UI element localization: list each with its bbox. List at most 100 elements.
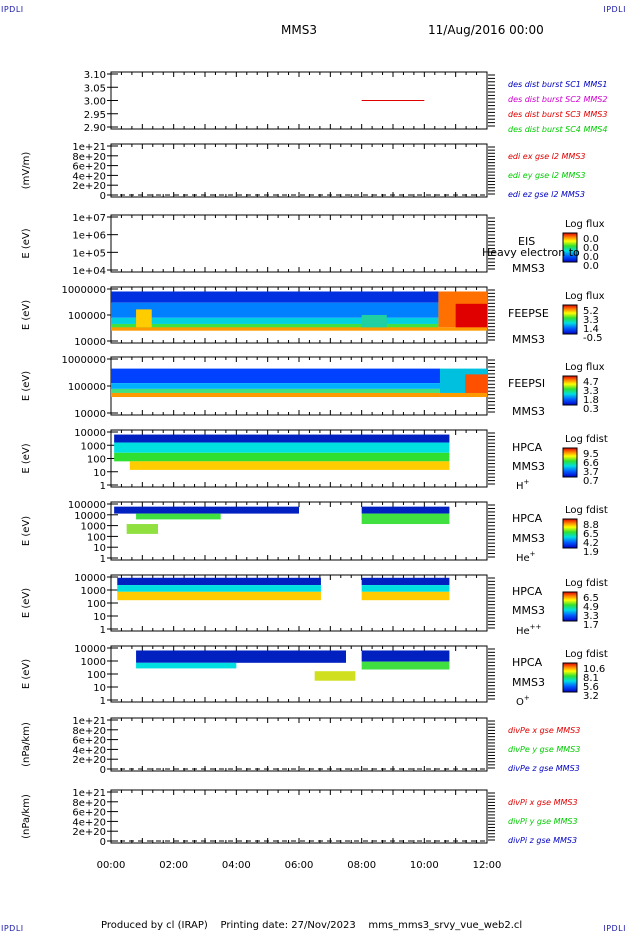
y-tick-label: 10000 <box>74 337 106 348</box>
spectrogram-band <box>111 323 439 329</box>
colorbar <box>562 232 578 263</box>
corner-label-top-right: IPDLI <box>603 5 626 14</box>
y-tick-label: 3.10 <box>84 70 106 81</box>
y-tick-label: 100 <box>87 670 106 681</box>
colorbar-tick-label: 0.3 <box>583 404 599 415</box>
colorbar-tick-label: 0.7 <box>583 476 599 487</box>
colorbar-tick-label: 3.3 <box>583 315 599 326</box>
y-tick-label: 10000 <box>74 409 106 420</box>
colorbar-tick-label: 1.4 <box>583 324 599 335</box>
spacecraft-title: MMS3 <box>281 23 317 37</box>
spectrogram-band <box>111 383 440 389</box>
colorbar-tick-label: 3.3 <box>583 611 599 622</box>
y-tick-label: 1e+21 <box>72 788 106 799</box>
colorbar-title: Log flux <box>565 291 605 302</box>
y-axis-label: (nPa/km) <box>21 794 32 839</box>
colorbar-tick-label: 6.5 <box>583 529 599 540</box>
spectrogram-band <box>114 434 450 443</box>
y-tick-label: 1000 <box>81 657 106 668</box>
y-tick-label: 100 <box>87 532 106 543</box>
spectrogram-band <box>455 303 487 328</box>
instrument-label: MMS3 <box>512 262 545 275</box>
y-tick-label: 2e+20 <box>72 181 106 192</box>
time-tick-label: 06:00 <box>285 860 314 871</box>
y-tick-label: 1 <box>100 625 106 636</box>
colorbar-tick-label: 8.1 <box>583 673 599 684</box>
legend-entry: edi ex gse l2 MMS3 <box>508 152 586 161</box>
corner-label-bottom-right: IPDLI <box>603 924 626 933</box>
colorbar <box>562 447 578 478</box>
y-tick-label: 3.00 <box>84 97 106 108</box>
y-tick-label: 8e+20 <box>72 726 106 737</box>
species-charge: ++ <box>530 623 542 631</box>
spectrogram-band <box>111 302 439 318</box>
colorbar-tick-label: 6.5 <box>583 593 599 604</box>
spectrogram-band <box>361 315 387 328</box>
y-tick-label: 2e+20 <box>72 755 106 766</box>
colorbar-tick-label: 0.0 <box>583 252 599 263</box>
time-tick-label: 08:00 <box>347 860 376 871</box>
corner-label-bottom-left: IPDLI <box>1 924 24 933</box>
legend-entry: divPi z gse MMS3 <box>508 836 577 845</box>
instrument-label: MMS3 <box>512 405 545 418</box>
colorbar-tick-label: -0.5 <box>583 333 603 344</box>
colorbar-title: Log fdist <box>565 578 608 589</box>
colorbar-tick-label: 5.6 <box>583 682 599 693</box>
legend-entry: edi ey gse l2 MMS3 <box>508 171 586 180</box>
legend-entry: divPi x gse MMS3 <box>508 798 578 807</box>
colorbar-tick-label: 0.0 <box>583 261 599 272</box>
species-label: O+ <box>516 694 530 708</box>
spectrogram-band <box>136 662 237 669</box>
y-axis-label: E (eV) <box>21 443 32 473</box>
y-tick-label: 10000 <box>74 511 106 522</box>
y-tick-label: 1e+21 <box>72 716 106 727</box>
instrument-label: FEEPSE <box>508 307 549 320</box>
overlay-text: Heavy electron to <box>482 246 580 259</box>
y-tick-label: 100000 <box>68 311 106 322</box>
y-tick-label: 0 <box>100 765 106 776</box>
spectrogram-band <box>114 452 450 462</box>
colorbar <box>562 662 578 693</box>
y-tick-label: 10000 <box>74 428 106 439</box>
colorbar <box>562 591 578 622</box>
spectrogram-band <box>111 392 487 398</box>
legend-entry: edi ez gse l2 MMS3 <box>508 190 585 199</box>
colorbar-tick-label: 8.8 <box>583 520 599 531</box>
y-tick-label: 8e+20 <box>72 798 106 809</box>
y-tick-label: 8e+20 <box>72 152 106 163</box>
colorbar-title: Log fdist <box>565 505 608 516</box>
colorbar-tick-label: 9.5 <box>583 449 599 460</box>
instrument-label: MMS3 <box>512 460 545 473</box>
y-tick-label: 4e+20 <box>72 817 106 828</box>
instrument-label: MMS3 <box>512 333 545 346</box>
y-tick-label: 10000 <box>74 573 106 584</box>
colorbar <box>562 375 578 406</box>
y-tick-label: 1e+04 <box>72 266 106 277</box>
y-tick-label: 1e+05 <box>72 248 106 259</box>
spectrogram-band <box>361 591 450 601</box>
y-tick-label: 0 <box>100 191 106 202</box>
instrument-label: HPCA <box>512 441 543 454</box>
colorbar-tick-label: 1.9 <box>583 547 599 558</box>
instrument-label: MMS3 <box>512 532 545 545</box>
legend-entry: des dist burst SC3 MMS3 <box>508 110 607 119</box>
panel-frame <box>110 717 488 772</box>
y-tick-label: 1 <box>100 554 106 565</box>
colorbar-tick-label: 3.2 <box>583 691 599 702</box>
legend-entry: divPi y gse MMS3 <box>508 817 578 826</box>
species-label: He+ <box>516 550 536 564</box>
y-tick-label: 1e+21 <box>72 142 106 153</box>
y-tick-label: 100 <box>87 599 106 610</box>
y-tick-label: 2.90 <box>84 123 106 134</box>
legend-entry: divPe z gse MMS3 <box>508 764 580 773</box>
spectrogram-band <box>361 650 450 662</box>
colorbar-tick-label: 4.7 <box>583 377 599 388</box>
spectrogram-band <box>114 506 299 514</box>
y-tick-label: 1000 <box>81 586 106 597</box>
y-tick-label: 100000 <box>68 382 106 393</box>
spectrogram-band <box>111 327 487 331</box>
instrument-label: FEEPSI <box>508 377 545 390</box>
y-axis-label: E (eV) <box>21 659 32 689</box>
time-tick-label: 04:00 <box>222 860 251 871</box>
y-tick-label: 100 <box>87 455 106 466</box>
